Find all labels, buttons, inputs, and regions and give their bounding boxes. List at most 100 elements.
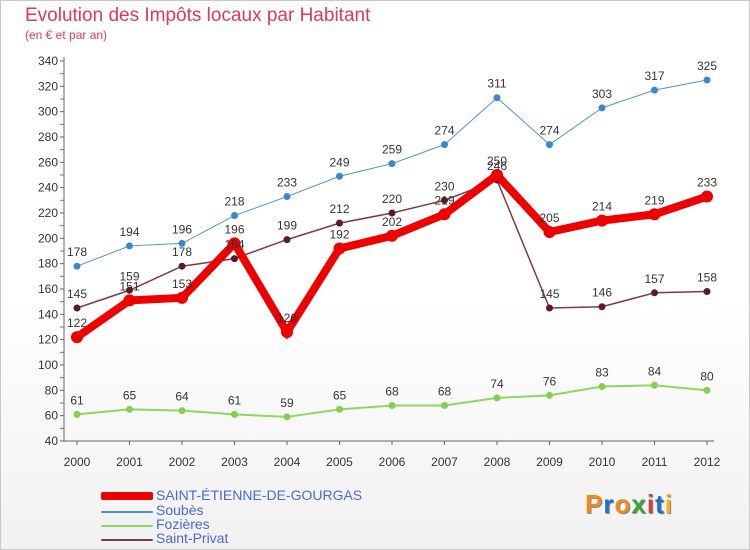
x-tick-label: 2009 [536, 455, 563, 469]
data-point [386, 229, 398, 242]
data-label: 274 [539, 124, 559, 138]
data-label: 122 [67, 316, 87, 330]
data-label: 83 [595, 366, 609, 380]
data-point [126, 242, 133, 250]
data-point [231, 410, 238, 418]
y-tick-label: 200 [38, 231, 58, 245]
chart-title: Evolution des Impôts locaux par Habitant [25, 5, 371, 26]
data-label: 157 [644, 272, 664, 286]
data-label: 61 [70, 393, 84, 407]
data-label: 126 [277, 311, 297, 325]
y-tick-label: 180 [38, 257, 58, 271]
logo-letter: i [664, 489, 673, 519]
data-label: 80 [700, 369, 714, 383]
data-point [651, 289, 658, 297]
legend-label: Fozières [156, 516, 210, 532]
legend-swatch [101, 539, 153, 541]
proxiti-logo: Proxiti [585, 489, 673, 520]
y-tick-label: 300 [38, 105, 58, 119]
data-label: 196 [224, 222, 244, 236]
data-label: 214 [592, 200, 612, 214]
y-tick-label: 100 [38, 358, 58, 372]
x-tick-label: 2004 [274, 455, 301, 469]
data-point [228, 237, 241, 250]
chart-subtitle: (en € et par an) [25, 28, 108, 42]
x-tick-label: 2002 [169, 455, 196, 469]
data-point [336, 219, 343, 227]
legend-label: Soubès [156, 502, 204, 518]
data-point [73, 410, 81, 418]
data-label: 145 [539, 287, 559, 301]
data-point [651, 86, 658, 94]
data-label: 145 [67, 287, 87, 301]
y-tick-label: 340 [38, 54, 58, 68]
data-point [701, 190, 713, 203]
data-label: 74 [490, 377, 504, 391]
data-point [336, 172, 343, 180]
data-point [126, 405, 133, 413]
x-tick-label: 2012 [694, 455, 721, 469]
data-label: 219 [644, 193, 664, 207]
x-tick-label: 2000 [64, 455, 91, 469]
data-point [703, 76, 711, 84]
data-label: 76 [543, 374, 557, 388]
data-label: 194 [119, 225, 139, 239]
data-label: 219 [434, 193, 454, 207]
data-point [441, 141, 448, 149]
data-label: 158 [697, 271, 717, 285]
y-tick-label: 220 [38, 206, 58, 220]
data-point [703, 386, 711, 394]
legend-label: SAINT-ÉTIENNE-DE-GOURGAS [156, 487, 363, 503]
x-tick-label: 2003 [221, 455, 248, 469]
y-tick-label: 320 [38, 79, 58, 93]
data-label: 65 [333, 388, 347, 402]
logo-letter: r [603, 489, 615, 519]
data-label: 317 [644, 69, 664, 83]
y-tick-label: 140 [38, 307, 58, 321]
data-label: 196 [172, 222, 192, 236]
data-label: 233 [697, 176, 717, 190]
data-label: 146 [592, 286, 612, 300]
data-point [438, 208, 451, 221]
data-point [283, 193, 291, 201]
data-point [333, 242, 346, 255]
data-point [231, 255, 238, 263]
x-tick-label: 2008 [484, 455, 511, 469]
data-point [651, 381, 658, 389]
data-point [178, 407, 186, 415]
data-point [598, 303, 606, 311]
data-point [178, 262, 186, 270]
data-label: 249 [329, 155, 349, 169]
x-tick-label: 2011 [642, 455, 668, 469]
data-point [336, 405, 343, 413]
y-tick-label: 260 [38, 155, 58, 169]
data-label: 151 [119, 279, 139, 293]
logo-letter: t [655, 489, 665, 519]
data-point [543, 226, 556, 238]
data-label: 246 [487, 159, 507, 173]
data-label: 205 [539, 211, 559, 225]
data-label: 178 [172, 245, 192, 259]
data-point [388, 209, 396, 217]
data-label: 184 [224, 238, 244, 252]
data-label: 61 [228, 393, 242, 407]
legend-swatch [101, 525, 153, 527]
data-point [598, 104, 606, 112]
data-point [388, 160, 396, 168]
data-point [493, 94, 501, 102]
data-label: 84 [648, 364, 662, 378]
data-label: 274 [434, 124, 454, 138]
data-point [441, 196, 448, 204]
data-point [283, 236, 291, 244]
y-tick-label: 280 [38, 130, 58, 144]
x-tick-label: 2005 [326, 455, 353, 469]
data-point [123, 294, 136, 307]
y-tick-label: 60 [45, 409, 59, 423]
data-label: 199 [277, 219, 297, 233]
data-label: 325 [697, 59, 717, 73]
data-label: 259 [382, 143, 402, 157]
data-point [231, 212, 238, 220]
data-label: 220 [382, 192, 402, 206]
data-label: 64 [175, 390, 189, 404]
